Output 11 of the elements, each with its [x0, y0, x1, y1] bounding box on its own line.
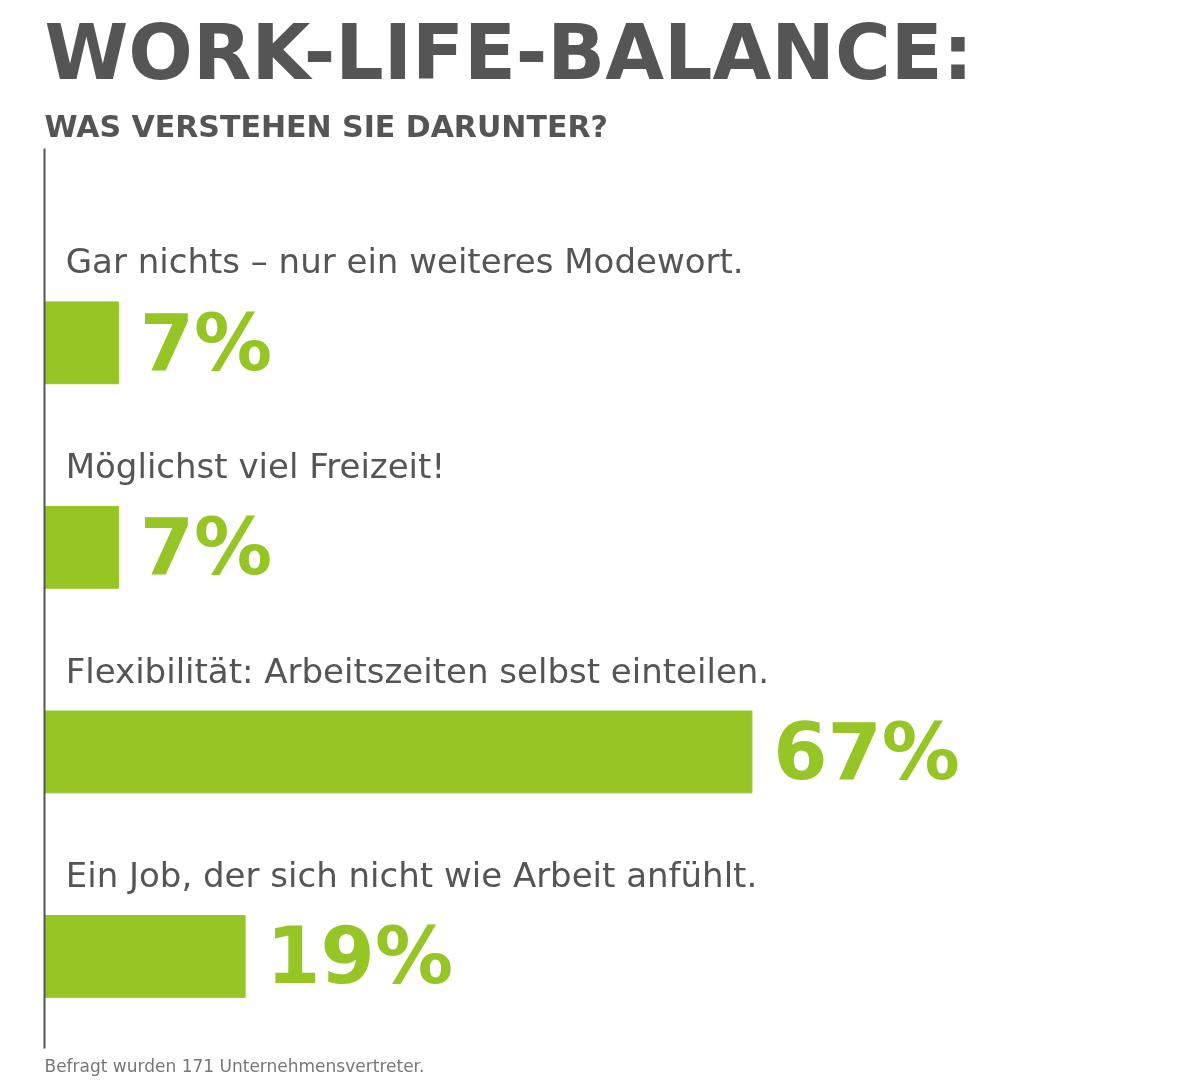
data-label: 7% [139, 297, 273, 388]
text: Befragt wurden 171 Unternehmensvertreter. [44, 1055, 425, 1076]
y-tick-label: Ein Job, der sich nicht wie Arbeit anfühlt. [65, 855, 758, 896]
chart-subtitle: WAS VERSTEHEN SIE DARUNTER? [44, 108, 608, 144]
y-tick-label: Flexibilität: Arbeitszeiten selbst einteilen. [65, 650, 770, 691]
y-tick-label: Gar nichts – nur ein weiteres Modewort. [65, 241, 744, 282]
data-label: 7% [139, 502, 273, 593]
chart-title: WORK-LIFE-BALANCE: [44, 7, 974, 97]
y-tick-label: Möglichst viel Freizeit! [65, 446, 446, 486]
data-label: 67% [773, 706, 960, 797]
data-label: 19% [266, 911, 454, 1002]
